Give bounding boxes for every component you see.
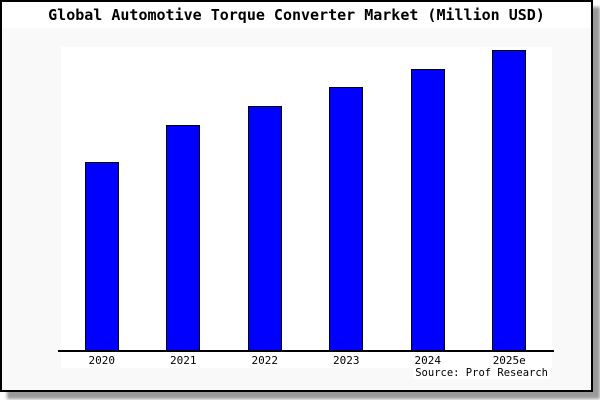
chart-frame: Global Automotive Torque Converter Marke… (0, 0, 593, 392)
bar-2024 (410, 69, 445, 351)
bar-2020 (84, 162, 119, 351)
chart-layer: Global Automotive Torque Converter Marke… (2, 2, 591, 390)
x-tick-label-2023: 2023 (333, 354, 360, 367)
bar-2021 (166, 125, 201, 351)
x-tick-label-2022: 2022 (251, 354, 279, 367)
x-tick-label-2024: 2024 (414, 354, 442, 367)
plot-area (61, 47, 552, 368)
bar-2025e (492, 50, 527, 351)
source-credit: Source: Prof Research (413, 367, 550, 379)
x-tick-label-2025e: 2025e (492, 354, 526, 367)
bar-2022 (247, 106, 282, 351)
x-tick-label-2021: 2021 (170, 354, 197, 367)
x-axis-line (58, 350, 554, 352)
chart-title: Global Automotive Torque Converter Marke… (2, 2, 591, 28)
bar-2023 (329, 87, 364, 351)
x-tick-label-2020: 2020 (88, 354, 116, 367)
